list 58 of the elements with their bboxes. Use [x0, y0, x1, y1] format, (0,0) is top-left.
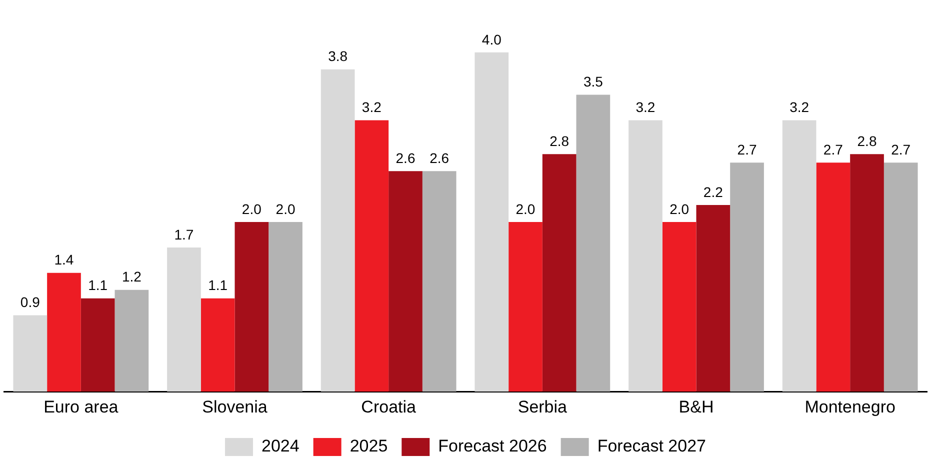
bar: [576, 94, 610, 392]
bar: [13, 315, 48, 392]
data-label: 2.7: [737, 142, 757, 158]
bar: [730, 162, 764, 392]
bar: [47, 272, 81, 392]
data-label: 1.1: [208, 277, 228, 294]
bar: [884, 162, 918, 392]
legend-label: 2025: [350, 436, 388, 456]
data-label: 2.2: [703, 184, 724, 200]
bar: [542, 154, 576, 392]
bar: [850, 154, 884, 392]
data-label: 2.0: [516, 200, 536, 217]
data-label: 2.7: [891, 142, 911, 158]
bar: [354, 120, 389, 392]
x-tick-label: Montenegro: [804, 397, 896, 416]
data-label: 4.0: [482, 31, 502, 48]
bar: [268, 222, 302, 392]
data-label: 3.5: [583, 74, 604, 90]
data-label: 3.8: [328, 48, 348, 64]
data-label: 3.2: [362, 99, 382, 116]
bar: [474, 52, 509, 392]
x-tick-label: Serbia: [518, 397, 568, 416]
data-label: 2.0: [276, 200, 296, 217]
bar: [320, 69, 355, 392]
data-label: 2.8: [857, 133, 877, 150]
bar: [114, 290, 149, 392]
legend-label: Forecast 2027: [597, 436, 706, 456]
x-tick-label: Croatia: [361, 397, 417, 416]
data-label: 0.9: [20, 294, 40, 310]
bar: [422, 171, 456, 392]
data-label: 3.2: [636, 99, 656, 116]
x-tick-label: Slovenia: [202, 397, 268, 416]
data-label: 1.7: [174, 226, 194, 242]
x-tick-label: B&H: [678, 397, 714, 416]
data-label: 3.2: [790, 99, 810, 116]
bar: [628, 120, 662, 392]
bar: [200, 298, 235, 392]
data-label: 2.7: [823, 142, 844, 158]
data-label: 2.0: [242, 200, 262, 217]
bar: [80, 298, 115, 392]
bar: [388, 171, 422, 392]
data-label: 2.8: [550, 133, 570, 150]
x-tick-label: Euro area: [44, 397, 119, 416]
data-label: 2.6: [430, 150, 450, 166]
legend-label: Forecast 2026: [438, 436, 547, 456]
data-label: 2.0: [670, 200, 690, 217]
bar: [696, 205, 730, 392]
bar: [508, 222, 542, 392]
bar: [816, 162, 850, 392]
bar: [167, 247, 201, 392]
bar: [234, 222, 269, 392]
data-label: 1.2: [122, 268, 142, 285]
legend-label: 2024: [262, 436, 300, 456]
data-label: 1.4: [54, 252, 74, 268]
bar: [662, 222, 696, 392]
data-label: 2.6: [396, 150, 416, 166]
bar: [782, 120, 816, 392]
data-label: 1.1: [88, 277, 108, 294]
